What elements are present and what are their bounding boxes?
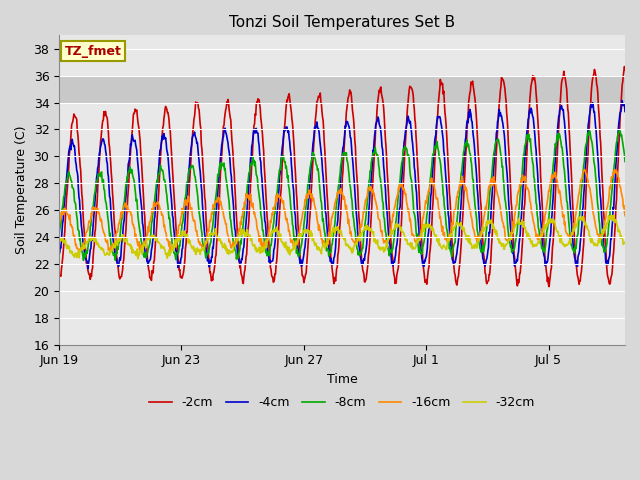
-16cm [55,223,63,228]
Bar [59,76,625,103]
-8cm [285,183,292,189]
-8cm [508,243,515,249]
-16cm [580,167,588,172]
-4cm [285,128,292,134]
-4cm [621,108,629,114]
Line: -4cm: -4cm [59,101,625,269]
-4cm [114,262,122,267]
-8cm [55,232,63,238]
-2cm [545,284,553,289]
-8cm [444,236,452,242]
-2cm [621,64,628,70]
-32cm [621,239,629,245]
-16cm [166,248,174,253]
-4cm [444,212,452,217]
-4cm [55,252,63,258]
-4cm [305,194,313,200]
-2cm [444,150,452,156]
-8cm [79,257,87,263]
-32cm [444,235,452,241]
-4cm [618,98,626,104]
-16cm [621,213,629,218]
-2cm [284,94,292,100]
-4cm [84,266,92,272]
-8cm [497,153,505,159]
-2cm [113,256,121,262]
Y-axis label: Soil Temperature (C): Soil Temperature (C) [15,126,28,254]
-32cm [608,213,616,218]
-32cm [134,256,141,262]
Line: -2cm: -2cm [59,67,625,287]
Title: Tonzi Soil Temperatures Set B: Tonzi Soil Temperatures Set B [229,15,455,30]
-16cm [497,209,505,215]
-2cm [497,88,504,94]
Line: -8cm: -8cm [59,131,625,260]
-32cm [113,240,121,246]
-8cm [616,128,623,133]
-2cm [55,271,63,276]
-16cm [305,188,313,193]
Line: -16cm: -16cm [59,169,625,251]
-32cm [305,228,313,234]
-2cm [621,67,629,73]
-8cm [305,173,313,179]
Text: TZ_fmet: TZ_fmet [65,45,122,58]
-16cm [113,228,121,234]
-4cm [497,113,505,119]
-16cm [508,232,515,238]
Line: -32cm: -32cm [59,216,625,259]
-32cm [497,240,505,246]
-8cm [114,243,122,249]
-2cm [305,237,312,242]
-32cm [508,237,515,242]
-4cm [508,233,515,239]
-16cm [444,237,452,242]
-32cm [55,238,63,244]
X-axis label: Time: Time [326,373,358,386]
-16cm [285,228,292,234]
Legend: -2cm, -4cm, -8cm, -16cm, -32cm: -2cm, -4cm, -8cm, -16cm, -32cm [144,391,540,414]
-2cm [507,185,515,191]
-32cm [285,250,292,256]
-8cm [621,159,629,165]
